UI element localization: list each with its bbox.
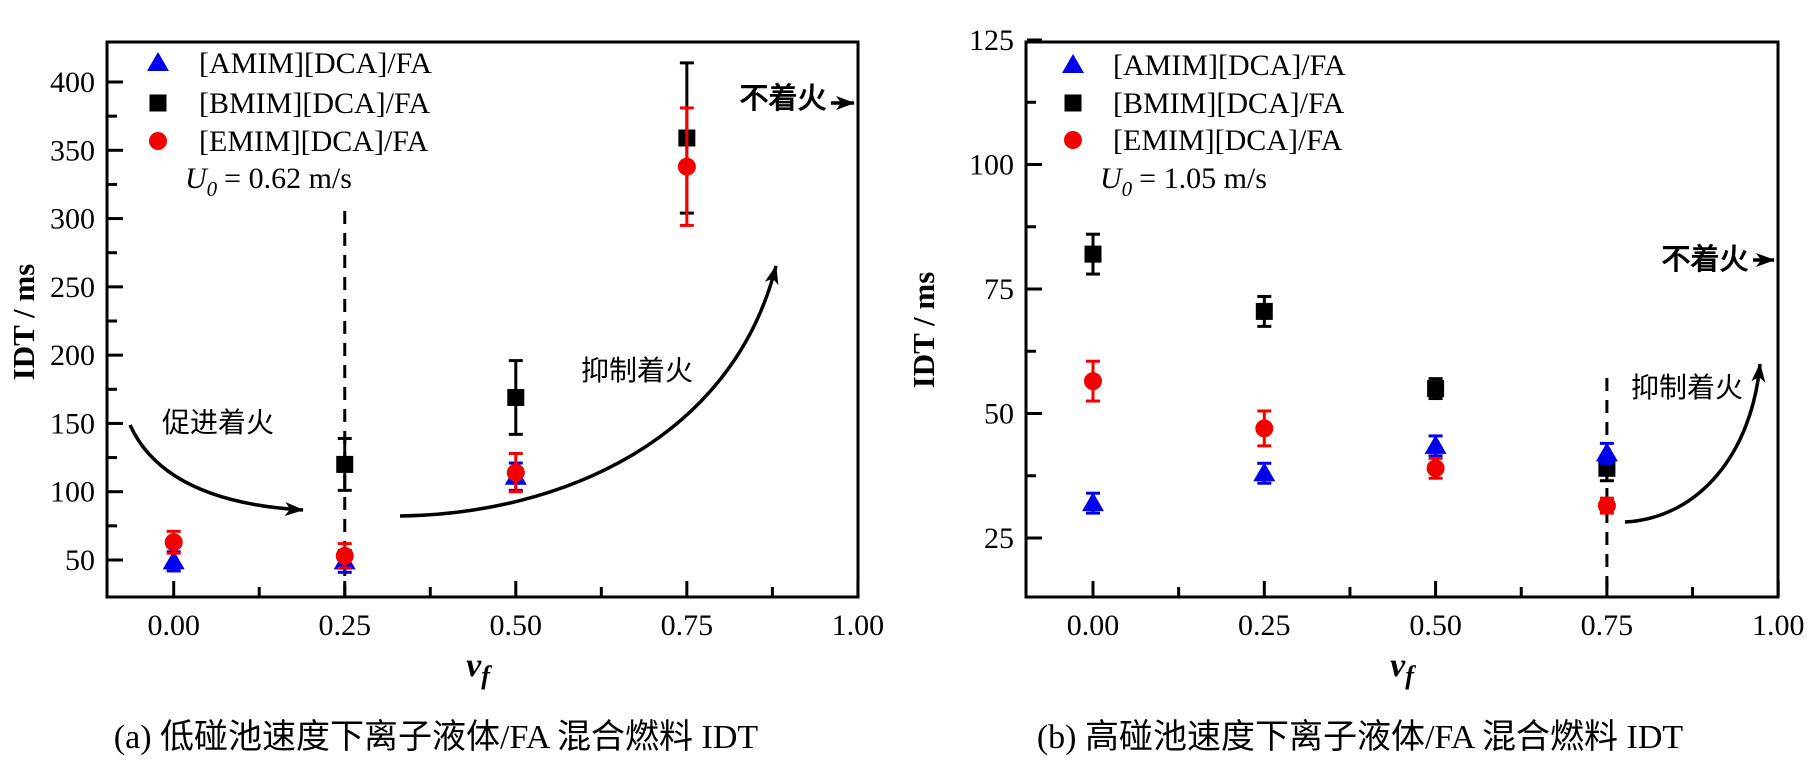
y-tick-label: 150	[50, 407, 95, 440]
y-tick-label: 50	[65, 544, 95, 577]
legend-item: [EMIM][DCA]/FA	[1064, 124, 1343, 157]
data-point-triangle	[1595, 442, 1618, 462]
annotation-promote: 促进着火	[162, 407, 274, 439]
y-tick-label: 300	[50, 203, 95, 236]
y-axis-title: IDT / ms	[6, 264, 41, 381]
annotation-arrow	[1624, 363, 1766, 524]
y-tick-label: 100	[50, 476, 95, 509]
data-point-circle	[1426, 459, 1445, 478]
series-bmimdcafa	[1084, 232, 1616, 483]
y-tick-label: 400	[50, 66, 95, 99]
series-emimdcafa	[1084, 359, 1616, 515]
data-point-square	[1255, 302, 1273, 320]
y-tick-label: 250	[50, 271, 95, 304]
legend-label: [AMIM][DCA]/FA	[1113, 49, 1346, 82]
caption-b: (b) 高碰池速度下离子液体/FA 混合燃料 IDT	[1036, 719, 1684, 756]
plot-frame	[105, 40, 860, 599]
annotation-inhibit: 抑制着火	[1631, 372, 1743, 404]
y-tick-label: 50	[984, 398, 1014, 431]
x-tick-label: 0.50	[490, 609, 543, 642]
y-tick-label: 350	[50, 134, 95, 167]
y-tick-label: 75	[984, 273, 1014, 306]
x-tick-label: 0.25	[1238, 609, 1291, 642]
legend-item: [BMIM][DCA]/FA	[149, 87, 430, 120]
x-tick-label: 0.25	[319, 609, 372, 642]
x-axis-title: vf	[466, 647, 492, 690]
data-point-circle	[164, 533, 183, 552]
legend-label: [AMIM][DCA]/FA	[199, 47, 432, 80]
caption-a: (a) 低碰池速度下离子液体/FA 混合燃料 IDT	[113, 719, 759, 756]
y-tick-label: 25	[984, 522, 1014, 555]
x-tick-label: 0.75	[1581, 609, 1634, 642]
x-axis-title: vf	[1390, 647, 1416, 690]
data-point-triangle	[1082, 492, 1104, 512]
legend-circle-marker	[1064, 131, 1082, 149]
annotation-arrow	[128, 424, 304, 516]
data-point-square	[1427, 380, 1445, 398]
legend-label: [EMIM][DCA]/FA	[199, 125, 429, 158]
legend-triangle-marker	[1062, 54, 1084, 73]
data-point-triangle	[1424, 434, 1447, 454]
x-tick-label: 1.00	[1752, 609, 1805, 642]
legend-item: [AMIM][DCA]/FA	[147, 47, 432, 80]
y-tick-label: 200	[50, 339, 95, 372]
data-point-square	[336, 455, 354, 473]
y-tick-label: 100	[969, 149, 1014, 182]
y-axis-title: IDT / ms	[906, 272, 941, 389]
data-point-circle	[1255, 419, 1274, 438]
data-point-square	[1084, 245, 1102, 263]
x-tick-label: 1.00	[832, 609, 885, 642]
condition-label: U0 = 0.62 m/s	[185, 162, 352, 201]
data-point-circle	[1597, 496, 1616, 515]
condition-label: U0 = 1.05 m/s	[1100, 162, 1267, 201]
data-point-square	[507, 388, 525, 406]
data-point-triangle	[1253, 462, 1276, 482]
legend-item: [EMIM][DCA]/FA	[149, 125, 429, 158]
data-point-circle	[506, 463, 525, 482]
series-amimdcafa	[1082, 434, 1618, 515]
series-emimdcafa	[164, 106, 696, 570]
data-point-circle	[677, 157, 696, 176]
x-tick-label: 0.50	[1409, 609, 1462, 642]
x-tick-label: 0.00	[147, 609, 200, 642]
annotation-no-ignition: 不着火	[1661, 242, 1748, 276]
legend-circle-marker	[149, 132, 167, 150]
legend-square-marker	[1064, 94, 1082, 112]
annotation-inhibit: 抑制着火	[581, 355, 693, 387]
data-point-circle	[1084, 372, 1102, 391]
y-tick-label: 125	[969, 24, 1014, 57]
legend-square-marker	[149, 94, 167, 112]
annotation-arrow	[399, 265, 779, 518]
annotation-no-ignition: 不着火	[739, 81, 826, 115]
legend-triangle-marker	[147, 52, 169, 71]
legend-label: [BMIM][DCA]/FA	[1113, 87, 1344, 120]
chart-a: 0.00 0.25 0.50 0.75 1.00 50 100 150 200 250 300 350…	[6, 40, 885, 690]
legend-label: [BMIM][DCA]/FA	[199, 87, 430, 120]
x-tick-label: 0.00	[1067, 609, 1120, 642]
data-point-circle	[335, 546, 354, 565]
x-tick-label: 0.75	[661, 609, 714, 642]
data-point-triangle	[162, 550, 185, 570]
legend-label: [EMIM][DCA]/FA	[1113, 124, 1343, 157]
plot-frame	[1024, 40, 1780, 599]
legend-item: [BMIM][DCA]/FA	[1064, 87, 1344, 120]
legend-item: [AMIM][DCA]/FA	[1062, 49, 1346, 82]
chart-b: 0.00 0.25 0.50 0.75 1.00 25 50 75 100 125 抑制着火 不着火 […	[906, 24, 1804, 690]
